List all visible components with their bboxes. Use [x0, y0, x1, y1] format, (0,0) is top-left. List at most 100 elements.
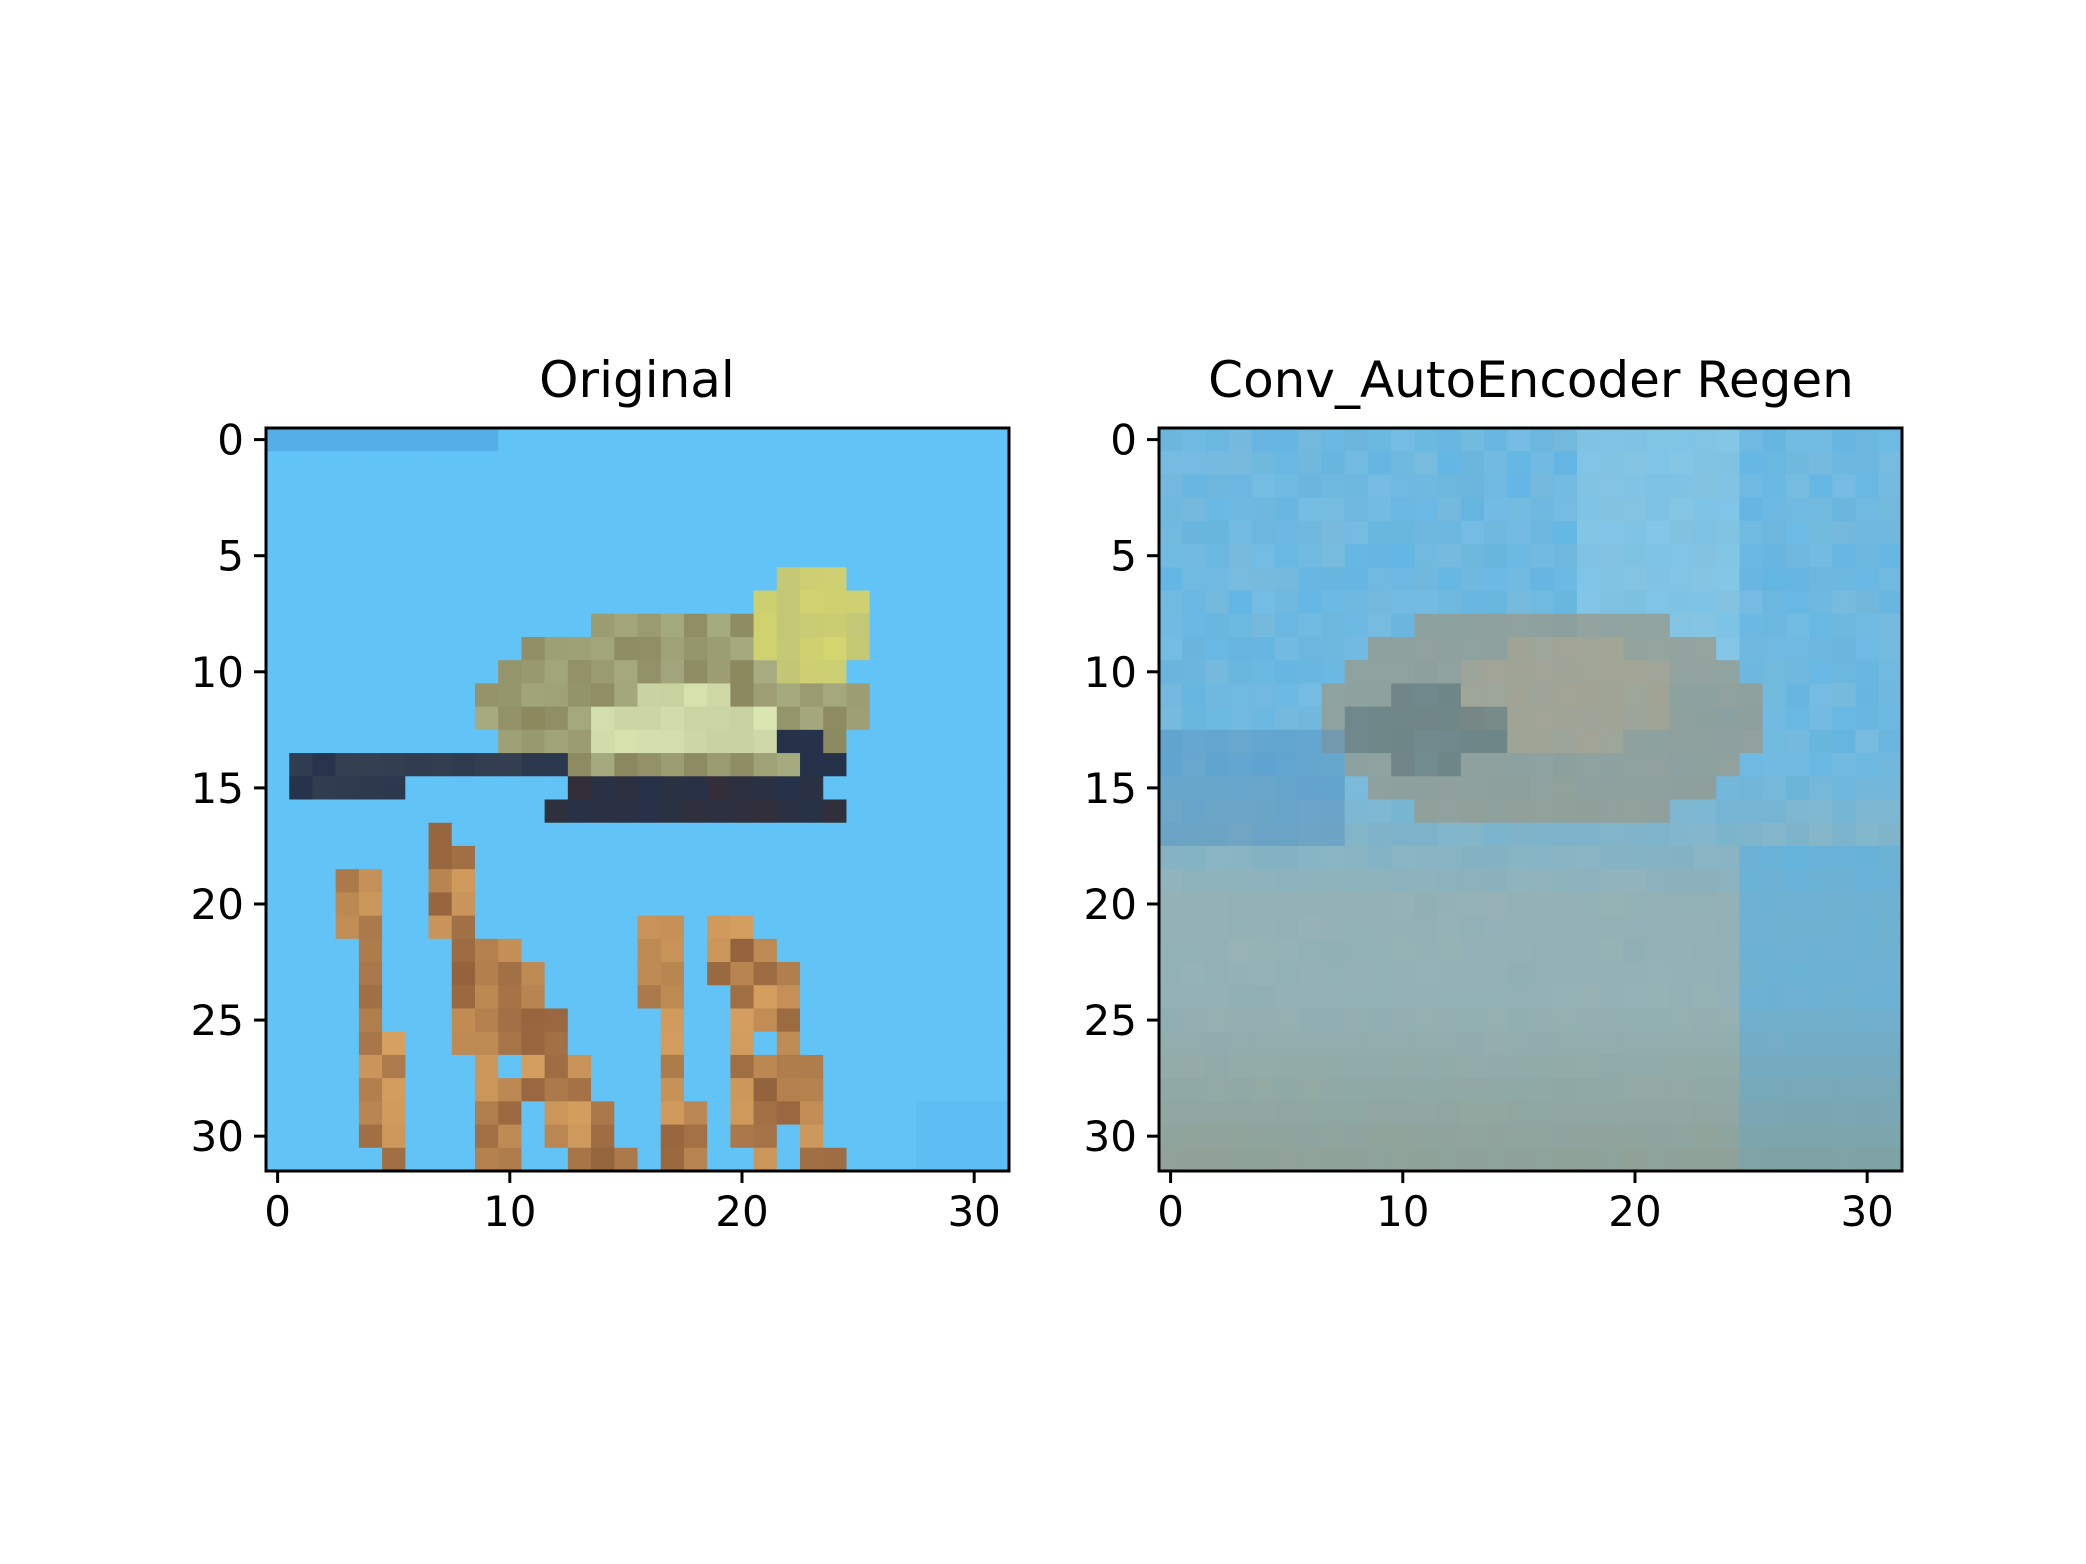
- image-pixel: [823, 915, 848, 940]
- image-pixel: [1484, 1054, 1508, 1079]
- image-pixel: [1832, 1078, 1857, 1102]
- image-pixel: [1669, 892, 1694, 917]
- image-pixel: [1762, 915, 1787, 940]
- image-pixel: [1228, 915, 1253, 940]
- image-pixel: [614, 497, 639, 522]
- image-pixel: [614, 1078, 639, 1102]
- image-pixel: [1739, 1031, 1764, 1056]
- image-pixel: [985, 428, 1010, 452]
- image-pixel: [1553, 1054, 1578, 1079]
- image-pixel: [1785, 845, 1810, 870]
- image-pixel: [1391, 428, 1416, 452]
- image-pixel: [428, 1124, 453, 1149]
- image-pixel: [1159, 938, 1183, 963]
- image-pixel: [1460, 776, 1485, 801]
- image-pixel: [1507, 1101, 1532, 1126]
- image-pixel: [1809, 845, 1833, 870]
- image-pixel: [985, 985, 1010, 1010]
- image-pixel: [1878, 660, 1903, 685]
- image-pixel: [753, 544, 778, 568]
- image-pixel: [1159, 962, 1183, 986]
- image-pixel: [1228, 590, 1253, 615]
- image-pixel: [591, 428, 615, 452]
- image-pixel: [428, 497, 453, 522]
- image-pixel: [1159, 660, 1183, 685]
- image-pixel: [1762, 590, 1787, 615]
- image-pixel: [1576, 962, 1601, 986]
- image-pixel: [1878, 845, 1903, 870]
- image-pixel: [1600, 1147, 1624, 1172]
- image-pixel: [451, 962, 476, 986]
- image-pixel: [823, 845, 848, 870]
- image-pixel: [382, 1054, 406, 1079]
- image-pixel: [1460, 636, 1485, 661]
- image-pixel: [1344, 590, 1369, 615]
- image-pixel: [1832, 451, 1857, 476]
- image-pixel: [1298, 428, 1323, 452]
- image-pixel: [428, 729, 453, 754]
- image-pixel: [916, 660, 940, 685]
- image-pixel: [312, 683, 337, 708]
- image-pixel: [1275, 1101, 1299, 1126]
- image-pixel: [753, 1008, 778, 1033]
- image-pixel: [521, 938, 546, 963]
- image-pixel: [1785, 683, 1810, 708]
- image-pixel: [1693, 683, 1717, 708]
- image-pixel: [1159, 822, 1183, 847]
- image-pixel: [1693, 892, 1717, 917]
- image-pixel: [730, 845, 755, 870]
- image-pixel: [1391, 985, 1416, 1010]
- image-pixel: [544, 706, 569, 731]
- image-pixel: [869, 1078, 894, 1102]
- image-pixel: [405, 613, 430, 638]
- image-pixel: [1437, 938, 1462, 963]
- image-pixel: [1414, 915, 1439, 940]
- image-pixel: [1855, 1147, 1880, 1172]
- image-pixel: [405, 497, 430, 522]
- image-pixel: [567, 1078, 592, 1102]
- image-pixel: [1182, 1031, 1207, 1056]
- image-pixel: [289, 1078, 314, 1102]
- x-tick-label: 10: [483, 1187, 536, 1236]
- image-pixel: [1739, 497, 1764, 522]
- image-pixel: [1484, 1147, 1508, 1172]
- image-pixel: [1344, 915, 1369, 940]
- image-pixel: [382, 915, 406, 940]
- image-pixel: [521, 590, 546, 615]
- image-pixel: [1878, 636, 1903, 661]
- image-pixel: [1228, 1124, 1253, 1149]
- image-pixel: [1414, 753, 1439, 777]
- image-pixel: [1762, 474, 1787, 499]
- image-pixel: [521, 451, 546, 476]
- image-pixel: [428, 892, 453, 917]
- image-pixel: [521, 1031, 546, 1056]
- image-pixel: [1716, 962, 1741, 986]
- image-pixel: [1693, 544, 1717, 568]
- image-pixel: [1391, 544, 1416, 568]
- image-pixel: [846, 892, 871, 917]
- image-pixel: [1716, 428, 1741, 452]
- image-pixel: [312, 613, 337, 638]
- image-pixel: [1391, 938, 1416, 963]
- image-pixel: [1391, 892, 1416, 917]
- image-pixel: [266, 1124, 290, 1149]
- image-pixel: [869, 915, 894, 940]
- image-pixel: [1182, 497, 1207, 522]
- image-pixel: [1762, 451, 1787, 476]
- image-pixel: [1646, 497, 1671, 522]
- image-pixel: [1623, 1054, 1648, 1079]
- image-pixel: [1321, 683, 1346, 708]
- image-pixel: [1182, 962, 1207, 986]
- image-pixel: [1484, 636, 1508, 661]
- image-pixel: [1205, 660, 1230, 685]
- image-pixel: [382, 1124, 406, 1149]
- image-pixel: [614, 799, 639, 824]
- image-pixel: [1228, 474, 1253, 499]
- regen-image: [1159, 428, 1903, 1172]
- image-pixel: [1391, 915, 1416, 940]
- image-pixel: [1855, 892, 1880, 917]
- image-pixel: [428, 567, 453, 592]
- image-pixel: [637, 590, 662, 615]
- image-pixel: [1159, 428, 1183, 452]
- image-pixel: [1646, 1124, 1671, 1149]
